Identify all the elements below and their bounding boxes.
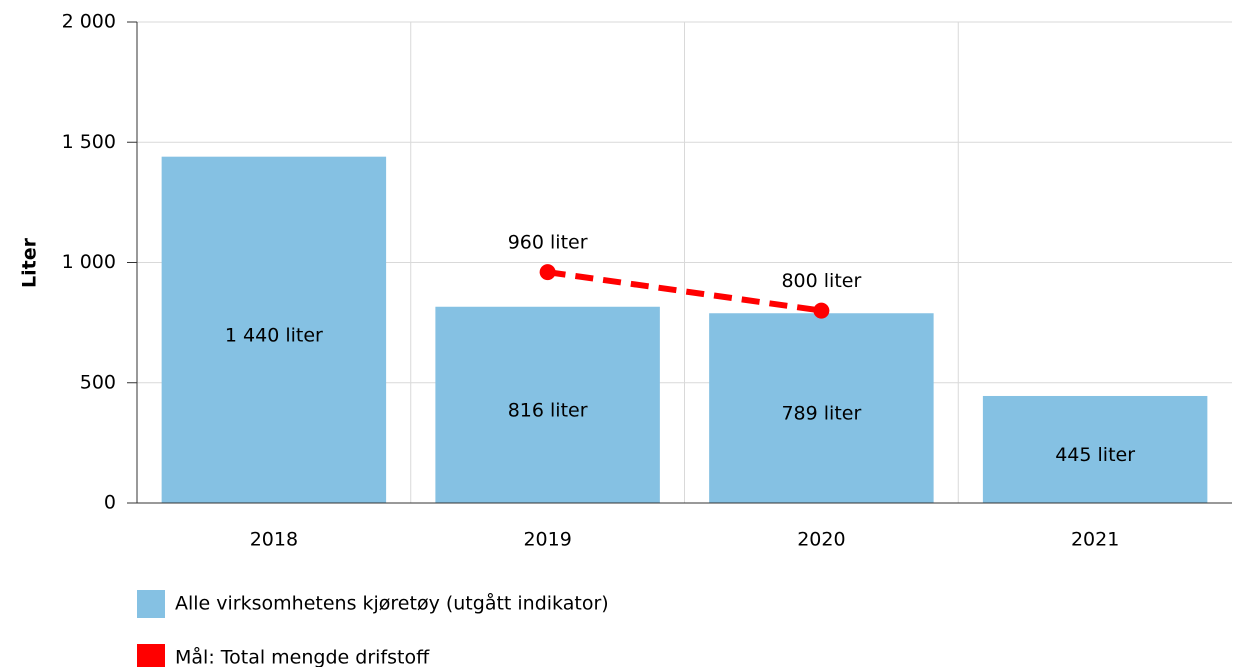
data-label: 960 liter [508, 232, 588, 254]
target-point [813, 302, 830, 319]
bar [435, 306, 660, 503]
data-label: 816 liter [508, 399, 588, 421]
x-tick-label: 2019 [523, 529, 571, 551]
y-tick-label: 500 [80, 371, 116, 393]
legend-label: Mål: Total mengde drifstoff [175, 646, 430, 667]
target-line [547, 269, 822, 314]
bar [709, 313, 934, 503]
data-label: 789 liter [781, 403, 861, 425]
y-axis-label: Liter [19, 237, 41, 288]
y-tick-label: 2 000 [62, 11, 116, 33]
bar [982, 395, 1208, 503]
legend-label: Alle virksomhetens kjøretøy (utgått indi… [175, 592, 609, 615]
data-label: 800 liter [781, 270, 861, 292]
y-tick-label: 1 000 [62, 251, 116, 273]
x-tick-label: 2021 [1071, 529, 1119, 551]
legend-swatch [137, 644, 165, 667]
x-tick-label: 2020 [797, 529, 845, 551]
data-label: 445 liter [1055, 444, 1135, 466]
target-point [539, 264, 556, 281]
x-tick-label: 2018 [250, 529, 298, 551]
bar [161, 156, 387, 503]
y-tick-label: 0 [104, 492, 116, 514]
legend-swatch [137, 590, 165, 618]
data-label: 1 440 liter [225, 324, 323, 346]
y-tick-label: 1 500 [62, 131, 116, 153]
